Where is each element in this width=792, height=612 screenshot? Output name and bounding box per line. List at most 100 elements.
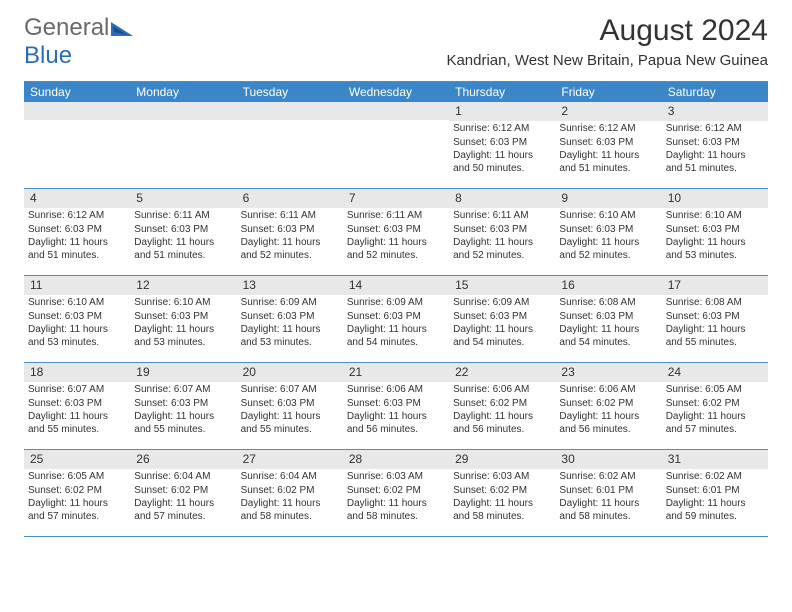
daylight-text: Daylight: 11 hours and 54 minutes. [559, 324, 657, 349]
day-cell: 22Sunrise: 6:06 AMSunset: 6:02 PMDayligh… [449, 363, 555, 449]
sunset-text: Sunset: 6:03 PM [134, 398, 232, 411]
day-number: 24 [662, 363, 768, 382]
daylight-text: Daylight: 11 hours and 56 minutes. [453, 411, 551, 436]
day-number: 21 [343, 363, 449, 382]
sunrise-text: Sunrise: 6:10 AM [134, 297, 232, 310]
day-cell-empty [24, 102, 130, 188]
sunset-text: Sunset: 6:03 PM [559, 137, 657, 150]
day-cell: 27Sunrise: 6:04 AMSunset: 6:02 PMDayligh… [237, 450, 343, 536]
sunrise-text: Sunrise: 6:04 AM [134, 471, 232, 484]
daylight-text: Daylight: 11 hours and 55 minutes. [134, 411, 232, 436]
day-cell: 13Sunrise: 6:09 AMSunset: 6:03 PMDayligh… [237, 276, 343, 362]
week-row: 25Sunrise: 6:05 AMSunset: 6:02 PMDayligh… [24, 450, 768, 537]
day-cell-empty [343, 102, 449, 188]
dow-sunday: Sunday [24, 82, 130, 102]
day-cell: 31Sunrise: 6:02 AMSunset: 6:01 PMDayligh… [662, 450, 768, 536]
day-cell: 12Sunrise: 6:10 AMSunset: 6:03 PMDayligh… [130, 276, 236, 362]
day-cell: 18Sunrise: 6:07 AMSunset: 6:03 PMDayligh… [24, 363, 130, 449]
daylight-text: Daylight: 11 hours and 52 minutes. [347, 237, 445, 262]
sunrise-text: Sunrise: 6:12 AM [666, 123, 764, 136]
day-cell: 21Sunrise: 6:06 AMSunset: 6:03 PMDayligh… [343, 363, 449, 449]
day-number: 7 [343, 189, 449, 208]
daylight-text: Daylight: 11 hours and 59 minutes. [666, 498, 764, 523]
sunset-text: Sunset: 6:03 PM [666, 311, 764, 324]
daylight-text: Daylight: 11 hours and 58 minutes. [559, 498, 657, 523]
sunset-text: Sunset: 6:01 PM [666, 485, 764, 498]
sunrise-text: Sunrise: 6:06 AM [347, 384, 445, 397]
sunset-text: Sunset: 6:03 PM [241, 311, 339, 324]
day-number: 22 [449, 363, 555, 382]
day-cell: 2Sunrise: 6:12 AMSunset: 6:03 PMDaylight… [555, 102, 661, 188]
day-cell: 19Sunrise: 6:07 AMSunset: 6:03 PMDayligh… [130, 363, 236, 449]
daylight-text: Daylight: 11 hours and 51 minutes. [559, 150, 657, 175]
sunrise-text: Sunrise: 6:09 AM [453, 297, 551, 310]
day-cell: 25Sunrise: 6:05 AMSunset: 6:02 PMDayligh… [24, 450, 130, 536]
daylight-text: Daylight: 11 hours and 50 minutes. [453, 150, 551, 175]
day-cell: 8Sunrise: 6:11 AMSunset: 6:03 PMDaylight… [449, 189, 555, 275]
day-cell: 16Sunrise: 6:08 AMSunset: 6:03 PMDayligh… [555, 276, 661, 362]
sunset-text: Sunset: 6:03 PM [28, 224, 126, 237]
day-cell: 6Sunrise: 6:11 AMSunset: 6:03 PMDaylight… [237, 189, 343, 275]
day-number: 15 [449, 276, 555, 295]
day-number: 9 [555, 189, 661, 208]
logo-text-general: General [24, 14, 109, 42]
day-cell: 23Sunrise: 6:06 AMSunset: 6:02 PMDayligh… [555, 363, 661, 449]
sunrise-text: Sunrise: 6:08 AM [666, 297, 764, 310]
sunrise-text: Sunrise: 6:05 AM [28, 471, 126, 484]
daylight-text: Daylight: 11 hours and 55 minutes. [666, 324, 764, 349]
daylight-text: Daylight: 11 hours and 52 minutes. [453, 237, 551, 262]
logo: General [24, 14, 133, 42]
day-cell: 20Sunrise: 6:07 AMSunset: 6:03 PMDayligh… [237, 363, 343, 449]
daylight-text: Daylight: 11 hours and 53 minutes. [134, 324, 232, 349]
sunset-text: Sunset: 6:02 PM [241, 485, 339, 498]
sunrise-text: Sunrise: 6:05 AM [666, 384, 764, 397]
sunset-text: Sunset: 6:03 PM [28, 311, 126, 324]
day-cell-empty [130, 102, 236, 188]
day-number: 29 [449, 450, 555, 469]
page-header: General August 2024 Kandrian, West New B… [0, 0, 792, 73]
sunset-text: Sunset: 6:02 PM [453, 485, 551, 498]
daylight-text: Daylight: 11 hours and 51 minutes. [666, 150, 764, 175]
sunrise-text: Sunrise: 6:06 AM [559, 384, 657, 397]
sunrise-text: Sunrise: 6:12 AM [453, 123, 551, 136]
day-cell: 29Sunrise: 6:03 AMSunset: 6:02 PMDayligh… [449, 450, 555, 536]
sunset-text: Sunset: 6:03 PM [559, 311, 657, 324]
day-cell: 17Sunrise: 6:08 AMSunset: 6:03 PMDayligh… [662, 276, 768, 362]
sunrise-text: Sunrise: 6:10 AM [28, 297, 126, 310]
day-cell-empty [237, 102, 343, 188]
sunrise-text: Sunrise: 6:03 AM [347, 471, 445, 484]
sunrise-text: Sunrise: 6:11 AM [347, 210, 445, 223]
day-number: 3 [662, 102, 768, 121]
day-cell: 7Sunrise: 6:11 AMSunset: 6:03 PMDaylight… [343, 189, 449, 275]
day-number: 4 [24, 189, 130, 208]
sunrise-text: Sunrise: 6:07 AM [241, 384, 339, 397]
sunrise-text: Sunrise: 6:02 AM [666, 471, 764, 484]
day-cell: 10Sunrise: 6:10 AMSunset: 6:03 PMDayligh… [662, 189, 768, 275]
day-cell: 24Sunrise: 6:05 AMSunset: 6:02 PMDayligh… [662, 363, 768, 449]
daylight-text: Daylight: 11 hours and 53 minutes. [666, 237, 764, 262]
sunrise-text: Sunrise: 6:12 AM [28, 210, 126, 223]
day-number: 20 [237, 363, 343, 382]
daylight-text: Daylight: 11 hours and 57 minutes. [134, 498, 232, 523]
daylight-text: Daylight: 11 hours and 52 minutes. [559, 237, 657, 262]
daylight-text: Daylight: 11 hours and 52 minutes. [241, 237, 339, 262]
sunset-text: Sunset: 6:03 PM [559, 224, 657, 237]
sunset-text: Sunset: 6:03 PM [666, 224, 764, 237]
title-block: August 2024 Kandrian, West New Britain, … [446, 14, 768, 69]
month-title: August 2024 [446, 14, 768, 48]
daylight-text: Daylight: 11 hours and 51 minutes. [28, 237, 126, 262]
day-number: 18 [24, 363, 130, 382]
calendar-grid: SundayMondayTuesdayWednesdayThursdayFrid… [24, 81, 768, 537]
sunset-text: Sunset: 6:02 PM [134, 485, 232, 498]
sunrise-text: Sunrise: 6:12 AM [559, 123, 657, 136]
sunset-text: Sunset: 6:03 PM [347, 311, 445, 324]
sunset-text: Sunset: 6:03 PM [28, 398, 126, 411]
logo-text-blue: Blue [24, 42, 72, 70]
day-cell: 4 Sunrise: 6:12 AMSunset: 6:03 PMDaylight… [24, 189, 130, 275]
day-number: 8 [449, 189, 555, 208]
daylight-text: Daylight: 11 hours and 53 minutes. [241, 324, 339, 349]
sunrise-text: Sunrise: 6:07 AM [134, 384, 232, 397]
day-number: 10 [662, 189, 768, 208]
daylight-text: Daylight: 11 hours and 57 minutes. [666, 411, 764, 436]
sunrise-text: Sunrise: 6:08 AM [559, 297, 657, 310]
